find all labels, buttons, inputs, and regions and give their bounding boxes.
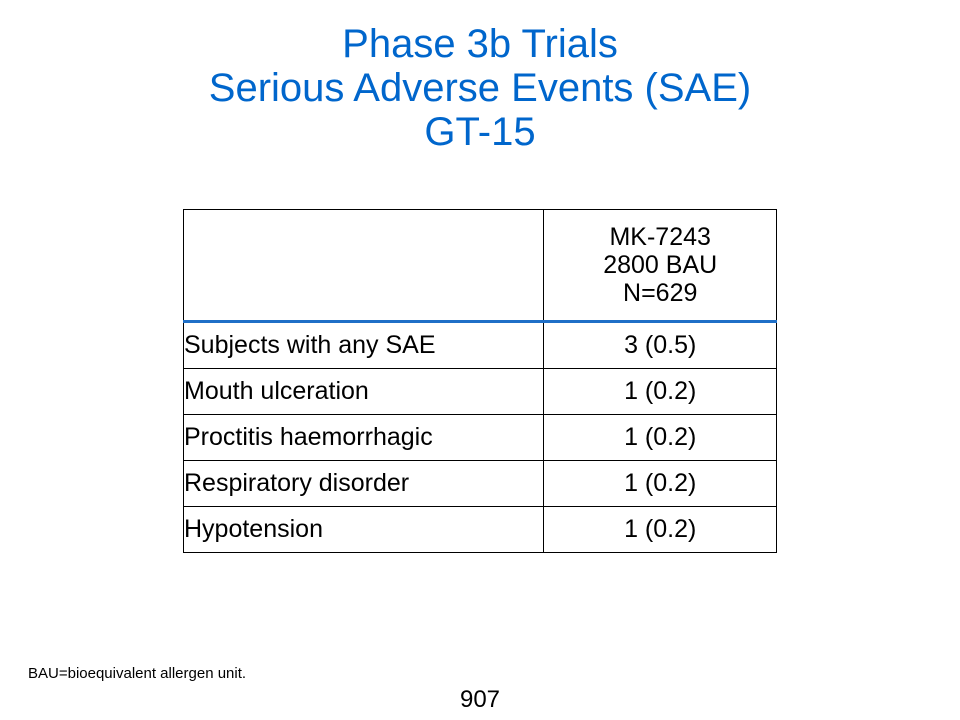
table-row: Mouth ulceration 1 (0.2) (182, 368, 777, 415)
footnote: BAU=bioequivalent allergen unit. (28, 665, 247, 682)
table-row: Respiratory disorder 1 (0.2) (182, 460, 777, 507)
table-header-row: MK-7243 2800 BAU N=629 (182, 209, 777, 323)
header-drug-name: MK-7243 (609, 223, 711, 251)
slide-title: Phase 3b Trials Serious Adverse Events (… (0, 22, 960, 154)
row-label: Proctitis haemorrhagic (182, 414, 545, 461)
row-label: Mouth ulceration (182, 368, 545, 415)
table-row: Hypotension 1 (0.2) (182, 506, 777, 553)
title-line-2: Serious Adverse Events (SAE) (208, 66, 752, 110)
row-value: 1 (0.2) (543, 414, 777, 461)
header-dose: 2800 BAU (603, 251, 718, 279)
header-value-cell: MK-7243 2800 BAU N=629 (543, 209, 777, 323)
row-label: Hypotension (182, 506, 545, 553)
title-line-1: Phase 3b Trials (342, 22, 618, 66)
header-n: N=629 (623, 279, 698, 307)
page-number: 907 (459, 686, 501, 713)
row-value: 1 (0.2) (543, 460, 777, 507)
title-line-3: GT-15 (424, 110, 536, 154)
row-value: 1 (0.2) (543, 368, 777, 415)
table-row: Subjects with any SAE 3 (0.5) (182, 321, 777, 369)
sae-table: MK-7243 2800 BAU N=629 Subjects with any… (182, 209, 777, 553)
row-value: 3 (0.5) (543, 321, 777, 369)
row-value: 1 (0.2) (543, 506, 777, 553)
row-label: Respiratory disorder (182, 460, 545, 507)
table-row: Proctitis haemorrhagic 1 (0.2) (182, 414, 777, 461)
row-label: Subjects with any SAE (182, 321, 545, 369)
header-label-cell (182, 209, 545, 323)
